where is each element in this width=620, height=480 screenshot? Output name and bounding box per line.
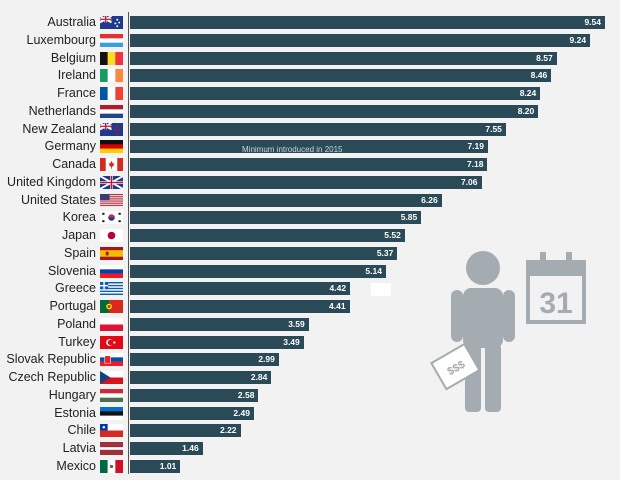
bar (130, 87, 540, 100)
country-label: Latvia (0, 440, 96, 457)
flag-icon-gr (100, 282, 123, 295)
flag-icon-pl (100, 318, 123, 331)
value-label: 9.54 (561, 16, 601, 29)
flag-icon-nl (100, 105, 123, 118)
flag-icon-hu (100, 389, 123, 402)
country-label: Poland (0, 316, 96, 333)
country-label: Czech Republic (0, 369, 96, 386)
country-label: France (0, 85, 96, 102)
flag-icon-lu (100, 34, 123, 47)
flag-icon-ee (100, 407, 123, 420)
country-label: Korea (0, 209, 96, 226)
flag-icon-gb (100, 176, 123, 189)
flag-icon-sk (100, 353, 123, 366)
flag-icon-es (100, 247, 123, 260)
flag-icon-lv (100, 442, 123, 455)
bar (130, 158, 487, 171)
value-label: 8.57 (513, 52, 553, 65)
country-label: New Zealand (0, 121, 96, 138)
country-label: Australia (0, 14, 96, 31)
bar (130, 176, 482, 189)
flag-icon-us (100, 194, 123, 207)
value-label: 8.46 (507, 69, 547, 82)
bar (130, 16, 605, 29)
bar (130, 34, 590, 47)
country-label: Hungary (0, 387, 96, 404)
country-label: Slovak Republic (0, 351, 96, 368)
value-label: 5.37 (353, 247, 393, 260)
value-label: 5.85 (377, 211, 417, 224)
country-label: Turkey (0, 334, 96, 351)
value-label: 1.01 (136, 460, 176, 473)
flag-icon-cz (100, 371, 123, 384)
value-label: 5.14 (342, 265, 382, 278)
country-label: Chile (0, 422, 96, 439)
bar (130, 105, 538, 118)
flag-icon-jp (100, 229, 123, 242)
value-label: 4.41 (306, 300, 346, 313)
value-label: 7.55 (462, 123, 502, 136)
value-label: 2.58 (214, 389, 254, 402)
calendar-icon: 31 (528, 252, 584, 322)
annotation-2015: Minimum introduced in 2015 (242, 145, 343, 155)
country-label: Slovenia (0, 263, 96, 280)
worker-calendar-illustration: $$$ 31 (425, 248, 595, 418)
value-label: 8.24 (496, 87, 536, 100)
value-label: 6.26 (398, 194, 438, 207)
flag-icon-mx (100, 460, 123, 473)
worker-figure (451, 251, 515, 412)
country-label: Ireland (0, 67, 96, 84)
chart-area: Australia 9.54 Luxembourg 9.24 Belgium 8.57 Ir… (0, 0, 620, 480)
flag-icon-kr (100, 211, 123, 224)
bar (130, 52, 557, 65)
flag-icon-cl (100, 424, 123, 437)
flag-icon-be (100, 52, 123, 65)
value-label: 2.84 (227, 371, 267, 384)
axis-line (128, 12, 129, 474)
flag-icon-nz (100, 123, 123, 136)
bar (130, 69, 551, 82)
flag-icon-pt (100, 300, 123, 313)
country-label: Netherlands (0, 103, 96, 120)
country-label: Germany (0, 138, 96, 155)
country-label: United States (0, 192, 96, 209)
bar (130, 194, 442, 207)
value-label: 7.06 (438, 176, 478, 189)
flag-icon-si (100, 265, 123, 278)
value-label: 3.59 (265, 318, 305, 331)
flag-icon-ie (100, 69, 123, 82)
flag-icon-fr (100, 87, 123, 100)
flag-icon-de (100, 140, 123, 153)
value-label: 3.49 (260, 336, 300, 349)
country-label: Portugal (0, 298, 96, 315)
country-label: Mexico (0, 458, 96, 475)
flag-icon-tr (100, 336, 123, 349)
flag-icon-au (100, 16, 123, 29)
country-label: Belgium (0, 50, 96, 67)
country-label: Japan (0, 227, 96, 244)
country-label: United Kingdom (0, 174, 96, 191)
country-label: Estonia (0, 405, 96, 422)
value-label: 7.19 (444, 140, 484, 153)
calendar-day: 31 (539, 287, 572, 320)
flag-icon-ca (100, 158, 123, 171)
country-label: Luxembourg (0, 32, 96, 49)
country-label: Greece (0, 280, 96, 297)
value-label: 8.20 (494, 105, 534, 118)
blank-patch (371, 283, 391, 296)
bar (130, 123, 506, 136)
value-label: 2.99 (235, 353, 275, 366)
value-label: 9.24 (546, 34, 586, 47)
value-label: 1.46 (159, 442, 199, 455)
value-label: 4.42 (306, 282, 346, 295)
value-label: 7.18 (443, 158, 483, 171)
value-label: 2.22 (197, 424, 237, 437)
country-label: Spain (0, 245, 96, 262)
value-label: 5.52 (361, 229, 401, 242)
country-label: Canada (0, 156, 96, 173)
value-label: 2.49 (210, 407, 250, 420)
